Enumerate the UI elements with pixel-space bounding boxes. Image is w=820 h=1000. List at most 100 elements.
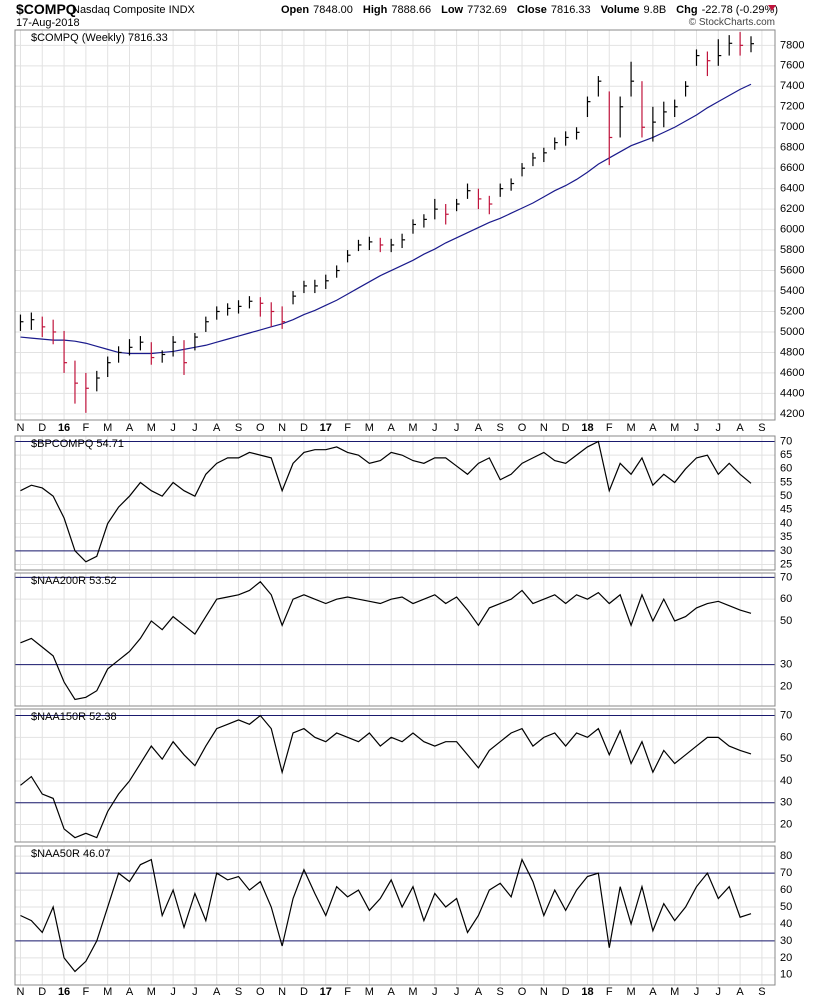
x-tick-label: J [170, 986, 176, 998]
x-tick-label: 16 [58, 422, 70, 434]
x-tick-label: A [126, 986, 134, 998]
symbol-name: Nasdaq Composite INDX [72, 4, 195, 16]
stat-value: 7848.00 [313, 4, 353, 16]
panel-label: $NAA200R 53.52 [31, 575, 117, 587]
y-tick-label: 5000 [780, 326, 804, 338]
x-tick-label: J [454, 422, 460, 434]
y-tick-label: 20 [780, 680, 792, 692]
y-tick-label: 5200 [780, 305, 804, 317]
x-tick-label: D [38, 422, 46, 434]
y-tick-label: 5600 [780, 264, 804, 276]
y-tick-label: 7800 [780, 39, 804, 51]
x-tick-label: O [256, 986, 265, 998]
y-tick-label: 60 [780, 731, 792, 743]
x-tick-label: J [454, 986, 460, 998]
y-tick-label: 4800 [780, 346, 804, 358]
y-tick-label: 60 [780, 884, 792, 896]
stat-value: -22.78 (-0.29%) [701, 4, 778, 16]
y-tick-label: 6000 [780, 224, 804, 236]
y-tick-label: 30 [780, 797, 792, 809]
x-tick-label: O [518, 422, 527, 434]
x-tick-label: A [475, 986, 483, 998]
panel-label: $NAA50R 46.07 [31, 848, 111, 860]
y-tick-label: 20 [780, 952, 792, 964]
x-tick-label: M [365, 422, 374, 434]
x-tick-label: N [278, 986, 286, 998]
stat-value: 7888.66 [391, 4, 432, 16]
stats: Open 7848.00 High 7888.66 Low 7732.69 Close 781… [275, 4, 778, 16]
y-tick-label: 4200 [780, 408, 804, 420]
x-tick-label: F [83, 986, 90, 998]
y-tick-label: 7200 [780, 101, 804, 113]
x-tick-label: S [497, 986, 504, 998]
header: $COMPQ Nasdaq Composite INDX 17-Aug-2018… [0, 0, 820, 30]
x-tick-label: M [408, 422, 417, 434]
stat-value: 7732.69 [467, 4, 507, 16]
series-line [20, 857, 752, 973]
x-tick-label: S [235, 422, 242, 434]
y-tick-label: 50 [780, 490, 792, 502]
x-tick-label: A [213, 422, 221, 434]
panel-frame [14, 435, 776, 571]
x-tick-label: J [170, 422, 176, 434]
y-tick-label: 60 [780, 593, 792, 605]
x-tick-label: J [432, 986, 438, 998]
y-tick-label: 70 [780, 709, 792, 721]
y-tick-label: 70 [780, 435, 792, 447]
panel-frame [14, 29, 776, 421]
y-tick-label: 6400 [780, 183, 804, 195]
y-tick-label: 25 [780, 558, 792, 570]
x-tick-label: A [388, 986, 396, 998]
y-tick-label: 65 [780, 449, 792, 461]
x-tick-label: A [649, 986, 657, 998]
panel-label: $NAA150R 52.38 [31, 711, 117, 723]
x-tick-label: D [562, 422, 570, 434]
x-tick-label: M [408, 986, 417, 998]
y-tick-label: 50 [780, 753, 792, 765]
series-line [20, 83, 752, 355]
x-tick-label: S [497, 422, 504, 434]
y-tick-label: 40 [780, 775, 792, 787]
x-tick-label: S [235, 986, 242, 998]
y-tick-label: 40 [780, 517, 792, 529]
stat-value: 7816.33 [550, 4, 591, 16]
panel-frame [14, 845, 776, 986]
series-line [20, 440, 752, 563]
x-tick-label: S [758, 422, 765, 434]
x-tick-label: J [694, 986, 700, 998]
x-tick-label: O [518, 986, 527, 998]
x-tick-label: J [716, 986, 722, 998]
y-tick-label: 80 [780, 850, 792, 862]
x-tick-label: M [365, 986, 374, 998]
x-tick-label: F [344, 986, 351, 998]
x-tick-label: S [758, 986, 765, 998]
stat-label: High [362, 4, 388, 16]
x-tick-label: M [147, 986, 156, 998]
x-tick-label: J [192, 986, 198, 998]
y-tick-label: 4400 [780, 387, 804, 399]
series-line [20, 580, 752, 701]
y-tick-label: 6200 [780, 203, 804, 215]
x-tick-label: A [213, 986, 221, 998]
stat-label: Low [441, 4, 464, 16]
x-tick-label: 17 [320, 986, 332, 998]
symbol: $COMPQ [16, 1, 77, 17]
x-tick-label: A [126, 422, 134, 434]
stat-value: 9.8B [643, 4, 667, 16]
x-tick-label: A [475, 422, 483, 434]
copyright: © StockCharts.com [688, 17, 775, 28]
y-tick-label: 45 [780, 504, 792, 516]
x-tick-label: N [540, 986, 548, 998]
y-tick-label: 7400 [780, 80, 804, 92]
x-tick-label: 17 [320, 422, 332, 434]
x-tick-label: D [38, 986, 46, 998]
x-tick-label: J [432, 422, 438, 434]
panel-frame [14, 572, 776, 707]
x-tick-label: F [344, 422, 351, 434]
y-tick-label: 30 [780, 545, 792, 557]
y-tick-label: 4600 [780, 367, 804, 379]
panel-label: $BPCOMPQ 54.71 [31, 438, 124, 450]
x-tick-label: A [736, 422, 744, 434]
